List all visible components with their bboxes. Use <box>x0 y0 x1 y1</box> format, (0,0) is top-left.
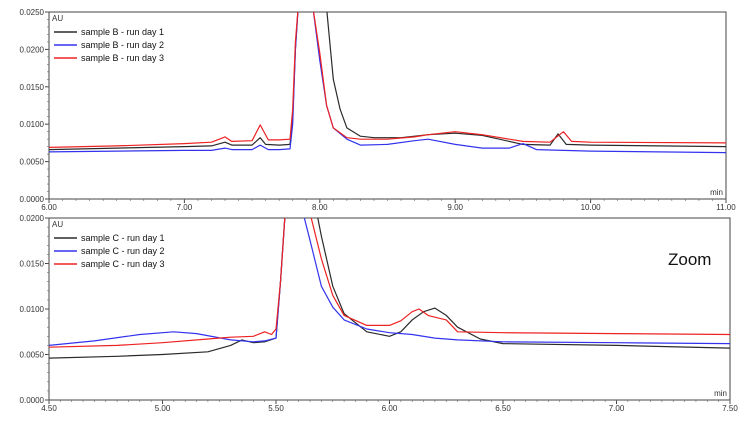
x-tick-label: 8.00 <box>312 203 328 212</box>
chart-panel-1: 6.00 7.00 8.00 9.00 10.00 11.00 0.0000 0.0050 0.… <box>20 8 737 212</box>
y-tick-label: 0.0050 <box>20 351 45 360</box>
legend-entry: sample B - run day 2 <box>81 40 164 50</box>
x-axis-label: min <box>714 389 727 398</box>
y-tick-label: 0.0150 <box>20 260 45 269</box>
y-tick-label: 0.0100 <box>20 305 45 314</box>
x-tick-label: 5.50 <box>268 404 284 413</box>
y-axis-label: AU <box>52 220 63 229</box>
legend-entry: sample C - run day 3 <box>81 259 165 269</box>
x-tick-label: 7.00 <box>609 404 625 413</box>
y-axis-label: AU <box>52 14 63 23</box>
legend-entry: sample B - run day 1 <box>81 27 164 37</box>
legend-entry: sample C - run day 1 <box>81 233 165 243</box>
series-line-3 <box>49 12 726 148</box>
y-tick-label: 0.0050 <box>20 158 45 167</box>
x-tick-label: 7.50 <box>722 404 738 413</box>
legend-entry: sample B - run day 3 <box>81 53 164 63</box>
y-tick-label: 0.0150 <box>20 83 45 92</box>
x-tick-label: 6.50 <box>495 404 511 413</box>
legend: sample C - run day 1 sample C - run day 2… <box>52 230 186 274</box>
series-line-1 <box>49 12 726 151</box>
x-tick-label: 6.00 <box>382 404 398 413</box>
x-axis-label: min <box>710 188 723 197</box>
x-tick-label: 9.00 <box>447 203 463 212</box>
y-tick-label: 0.0200 <box>20 214 45 223</box>
y-tick-label: 0.0000 <box>20 195 45 204</box>
y-tick-label: 0.0200 <box>20 45 45 54</box>
x-tick-label: 10.00 <box>581 203 602 212</box>
series-lines <box>49 12 726 154</box>
y-tick-label: 0.0000 <box>20 396 45 405</box>
chart-panel-2: 4.50 5.00 5.50 6.00 6.50 7.00 7.50 0.0000 0.0050… <box>20 214 739 413</box>
x-tick-label: 4.50 <box>41 404 57 413</box>
legend: sample B - run day 1 sample B - run day 2… <box>52 24 186 68</box>
x-tick-label: 6.00 <box>41 203 57 212</box>
zoom-annotation: Zoom <box>668 250 711 269</box>
x-tick-label: 7.00 <box>177 203 193 212</box>
x-tick-label: 5.00 <box>155 404 171 413</box>
x-tick-label: 11.00 <box>716 203 736 212</box>
series-line-1 <box>49 218 730 359</box>
series-line-3 <box>49 218 730 348</box>
series-lines <box>49 218 730 359</box>
series-line-2 <box>49 218 730 346</box>
y-tick-label: 0.0250 <box>20 8 45 17</box>
legend-entry: sample C - run day 2 <box>81 246 165 256</box>
y-tick-label: 0.0100 <box>20 120 45 129</box>
